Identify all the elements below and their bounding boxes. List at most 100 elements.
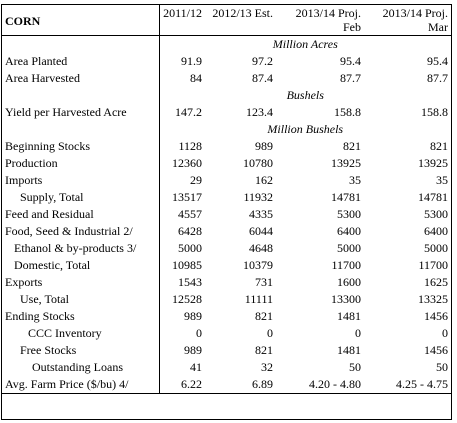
table-row: Imports 29 162 35 35 [2,172,451,189]
table-title: CORN [2,5,159,36]
cell-value: 5000 [337,241,361,255]
cell-value: 1481 [337,309,361,323]
cell-value: 0 [158,325,205,342]
corn-supply-use-table: CORN 2011/12 2012/13 Est. 2013/14 Proj. … [1,4,452,420]
header-2013-14-mar-line1: 2013/14 Proj. [382,6,448,20]
cell-value: 84 [158,70,205,87]
table-row: CCC Inventory 0 0 0 0 [2,325,451,342]
cell-value: 6.22 [158,376,205,394]
table-row: Feed and Residual 4557 4335 5300 5300 [2,206,451,223]
unit-label: Bushels [158,87,451,104]
cell-value: 0 [355,326,361,340]
cell-value: 87.7 [340,71,361,85]
cell-value: 11700 [418,258,448,272]
cell-value: 989 [255,139,273,153]
cell-value: 11700 [331,258,361,272]
cell-value: 87.4 [252,71,273,85]
table-row: Area Harvested 84 87.4 87.7 87.7 [2,70,451,87]
row-label: Beginning Stocks [5,139,91,153]
cell-value: 6.89 [205,376,276,394]
cell-value: 821 [255,309,273,323]
table-row: Production 12360 10780 13925 13925 [2,155,451,172]
header-2013-14-feb-line1: 2013/14 Proj. [295,6,361,20]
table-row: Supply, Total 13517 11932 14781 14781 [2,189,451,206]
cell-value: 1456 [424,309,448,323]
header-blank-2 [205,20,276,36]
cell-value: 13300 [331,292,361,306]
cell-value: 35 [349,173,361,187]
header-2012-13-est: 2012/13 Est. [212,6,273,20]
table-row: Outstanding Loans 41 32 50 50 [2,359,451,376]
cell-value: 1543 [158,274,205,291]
cell-value: 4557 [158,206,205,223]
row-label: Food, Seed & Industrial 2/ [5,224,133,238]
table-row: Food, Seed & Industrial 2/ 6428 6044 640… [2,223,451,240]
unit-label: Million Bushels [158,121,451,138]
row-label: Outstanding Loans [32,360,123,374]
cell-value: 4.20 - 4.80 [276,376,364,394]
cell-value: 5000 [424,241,448,255]
cell-value: 11932 [243,190,273,204]
row-label: Feed and Residual [5,207,94,221]
cell-value: 13925 [418,156,448,170]
cell-value: 821 [430,139,448,153]
header-blank-1 [158,20,205,36]
cell-value: 14781 [331,190,361,204]
row-label: Avg. Farm Price ($/bu) 4/ [2,376,159,394]
cell-value: 1481 [337,343,361,357]
data-table: CORN 2011/12 2012/13 Est. 2013/14 Proj. … [2,5,451,394]
row-label: Domestic, Total [14,258,91,272]
cell-value: 6400 [337,224,361,238]
cell-value: 12528 [158,291,205,308]
table-row: Domestic, Total 10985 10379 11700 11700 [2,257,451,274]
cell-value: 6428 [158,223,205,240]
unit-label: Million Acres [158,35,451,53]
cell-value: 41 [158,359,205,376]
row-label: Exports [5,275,43,289]
cell-value: 4.25 - 4.75 [364,376,451,394]
cell-value: 4648 [249,241,273,255]
cell-value: 5000 [158,240,205,257]
row-label: Yield per Harvested Acre [5,105,127,119]
cell-value: 97.2 [252,54,273,68]
row-label: Production [5,156,58,170]
cell-value: 158.8 [334,105,361,119]
unit-row-bushels: Bushels [2,87,451,104]
cell-value: 147.2 [158,104,205,121]
cell-value: 989 [158,308,205,325]
cell-value: 0 [442,326,448,340]
cell-value: 1456 [424,343,448,357]
row-label: Ethanol & by-products 3/ [14,241,137,255]
cell-value: 158.8 [421,105,448,119]
cell-value: 6400 [424,224,448,238]
cell-value: 14781 [418,190,448,204]
row-label: Imports [5,173,43,187]
cell-value: 4335 [249,207,273,221]
cell-value: 162 [255,173,273,187]
cell-value: 12360 [158,155,205,172]
cell-value: 95.4 [427,54,448,68]
table-row: Free Stocks 989 821 1481 1456 [2,342,451,359]
table-row: Yield per Harvested Acre 147.2 123.4 158… [2,104,451,121]
cell-value: 5300 [424,207,448,221]
cell-value: 821 [343,139,361,153]
header-feb: Feb [276,20,364,36]
cell-value: 32 [261,360,273,374]
unit-row-million-bushels: Million Bushels [2,121,451,138]
unit-row-acres: Million Acres [2,35,451,53]
table-row: Exports 1543 731 1600 1625 [2,274,451,291]
row-label: Ending Stocks [5,309,75,323]
cell-value: 0 [267,326,273,340]
cell-value: 1128 [158,138,205,155]
cell-value: 1625 [424,275,448,289]
table-row: Use, Total 12528 11111 13300 13325 [2,291,451,308]
row-label: Use, Total [20,292,69,306]
cell-value: 821 [255,343,273,357]
cell-value: 95.4 [340,54,361,68]
table-row: Beginning Stocks 1128 989 821 821 [2,138,451,155]
cell-value: 50 [436,360,448,374]
cell-value: 731 [255,275,273,289]
header-mar: Mar [364,20,451,36]
cell-value: 10985 [158,257,205,274]
row-label: Area Planted [5,54,68,68]
